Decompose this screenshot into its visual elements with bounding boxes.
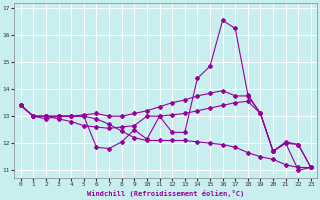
X-axis label: Windchill (Refroidissement éolien,°C): Windchill (Refroidissement éolien,°C) [87,190,244,197]
